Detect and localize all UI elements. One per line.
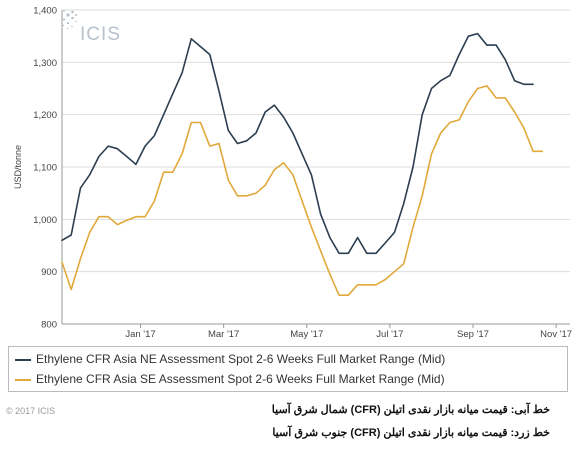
series-layer (61, 32, 544, 297)
legend-label-se: Ethylene CFR Asia SE Assessment Spot 2-6… (36, 372, 445, 386)
y-tick-label: 1,200 (33, 110, 57, 121)
legend-item-ne: Ethylene CFR Asia NE Assessment Spot 2-6… (15, 352, 445, 366)
series-line-se (61, 85, 544, 297)
chart-grid (61, 9, 570, 325)
legend-item-se: Ethylene CFR Asia SE Assessment Spot 2-6… (15, 372, 445, 386)
icis-logo-text: ICIS (80, 24, 121, 45)
series-line-ne (61, 32, 534, 255)
y-axis: 800 900 1,000 1,100 1,200 1,300 1,400 (33, 6, 57, 331)
persian-note-yellow-line: خط زرد: قیمت میانه بازار نقدی اتیلن (CFR… (272, 427, 550, 439)
x-tick-label: May '17 (290, 329, 323, 340)
line-chart: 800 900 1,000 1,100 1,200 1,300 1,400 Jan '17 M… (13, 6, 572, 341)
x-tick-label: Mar '17 (208, 329, 239, 340)
chart-legend: Ethylene CFR Asia NE Assessment Spot 2-6… (8, 346, 568, 392)
icis-logo-mark (62, 10, 77, 30)
x-tick-label: Sep '17 (457, 329, 489, 340)
copyright-text: © 2017 ICIS (6, 406, 56, 416)
y-axis-label: USD/tonne (13, 145, 23, 189)
x-tick-label: Jul '17 (376, 329, 403, 340)
x-tick-label: Nov '17 (540, 329, 572, 340)
x-tick-label: Jan '17 (125, 329, 155, 340)
legend-label-ne: Ethylene CFR Asia NE Assessment Spot 2-6… (36, 352, 446, 366)
y-tick-label: 900 (41, 267, 57, 278)
y-tick-label: 1,000 (33, 215, 57, 226)
x-axis: Jan '17 Mar '17 May '17 Jul '17 Sep '17 Nov '… (125, 324, 572, 340)
legend-swatch-ne (15, 358, 31, 361)
icis-logo: ICIS (62, 10, 121, 45)
legend-swatch-se (15, 378, 31, 381)
y-tick-label: 1,100 (33, 163, 57, 174)
y-tick-label: 1,300 (33, 58, 57, 69)
y-tick-label: 800 (41, 320, 57, 331)
persian-note-blue-line: خط آبی: قیمت میانه بازار نقدی اتیلن (CFR… (271, 404, 550, 416)
y-tick-label: 1,400 (33, 6, 57, 17)
